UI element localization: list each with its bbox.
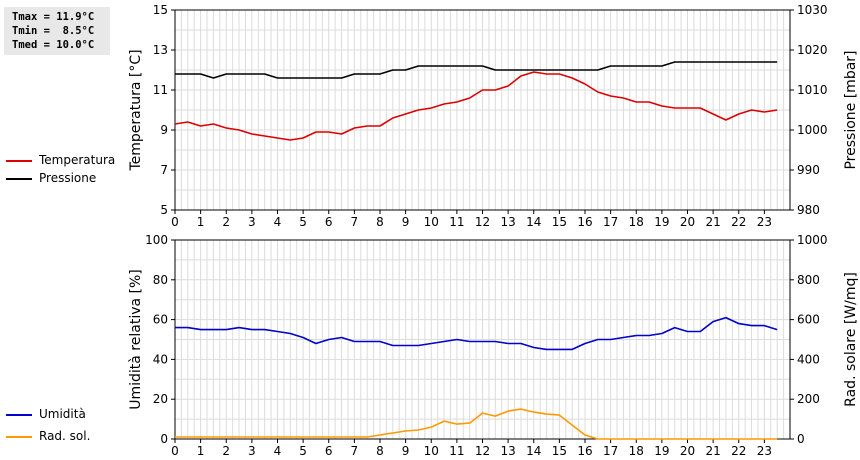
panel2-x-tick-label: 8 — [376, 444, 384, 458]
panel1-x-tick-label: 1 — [197, 215, 205, 229]
panel1-y-axis-title: Temperatura [°C] — [128, 49, 144, 171]
panel1-x-tick-label: 15 — [552, 215, 567, 229]
panel1-y-tick-label: 15 — [153, 3, 168, 17]
panel1-x-tick-label: 13 — [500, 215, 515, 229]
panel2-x-tick-label: 20 — [680, 444, 695, 458]
panel2-y-tick-label: 40 — [153, 352, 168, 366]
panel2-y2-tick-label: 600 — [797, 313, 820, 327]
panel1-y2-tick-label: 1020 — [797, 43, 828, 57]
panel1-y2-tick-label: 1030 — [797, 3, 828, 17]
legend-label-temperatura: Temperatura — [39, 153, 116, 167]
panel1-x-tick-label: 20 — [680, 215, 695, 229]
panel2-y2-tick-label: 200 — [797, 392, 820, 406]
panel2-y-axis-title: Umidità relativa [%] — [128, 269, 144, 410]
panel1-x-tick-label: 22 — [731, 215, 746, 229]
panel1-x-tick-label: 5 — [299, 215, 307, 229]
panel2-x-tick-label: 16 — [577, 444, 592, 458]
panel2-x-tick-label: 18 — [629, 444, 644, 458]
panel1-y2-tick-label: 990 — [797, 163, 820, 177]
panel2-x-tick-label: 1 — [197, 444, 205, 458]
panel2-x-tick-label: 3 — [248, 444, 256, 458]
panel2-x-tick-label: 11 — [449, 444, 464, 458]
panel2-x-tick-label: 13 — [500, 444, 515, 458]
panel1-series-pressione-line — [175, 61, 778, 79]
panel2-y-tick-label: 20 — [153, 392, 168, 406]
panel1-x-tick-label: 23 — [757, 215, 772, 229]
panel2-x-tick-label: 14 — [526, 444, 541, 458]
panel1-x-tick-label: 8 — [376, 215, 384, 229]
panel2-y2-axis-title: Rad. solare [W/mq] — [843, 272, 859, 407]
panel1-x-tick-label: 16 — [577, 215, 592, 229]
panel2-series-umidit-line — [175, 316, 778, 351]
panel1-x-tick-label: 2 — [222, 215, 230, 229]
panel2-x-tick-label: 15 — [552, 444, 567, 458]
tmin-text: Tmin = 8.5°C — [12, 25, 95, 37]
panel2-x-tick-label: 17 — [603, 444, 618, 458]
panel1-series-temperatura-line — [174, 71, 778, 141]
panel2-x-tick-label: 12 — [475, 444, 490, 458]
panel2-y-tick-label: 80 — [153, 273, 168, 287]
panel2-x-tick-label: 7 — [351, 444, 359, 458]
panel2-x-tick-label: 4 — [274, 444, 282, 458]
panel1-y-tick-label: 7 — [160, 163, 168, 177]
panel1-x-tick-label: 18 — [629, 215, 644, 229]
panel2-x-tick-label: 2 — [222, 444, 230, 458]
panel1-x-tick-label: 21 — [705, 215, 720, 229]
legend-swatch-temperatura — [6, 160, 32, 162]
panel1-x-tick-label: 12 — [475, 215, 490, 229]
tmed-text: Tmed = 10.0°C — [12, 39, 95, 51]
panel1-y-tick-label: 5 — [160, 203, 168, 217]
panel1-y2-tick-label: 1010 — [797, 83, 828, 97]
panel2-x-tick-label: 22 — [731, 444, 746, 458]
panel2-series-rad-sol-line — [175, 408, 778, 440]
panel1-x-tick-label: 4 — [274, 215, 282, 229]
panel2-y-tick-label: 0 — [160, 432, 168, 446]
panel1-x-tick-label: 9 — [402, 215, 410, 229]
legend-swatch-umidita — [6, 414, 32, 416]
legend-swatch-radsol — [6, 436, 32, 438]
panel2-x-tick-label: 10 — [424, 444, 439, 458]
panel1-x-tick-label: 3 — [248, 215, 256, 229]
panel1-x-tick-label: 7 — [351, 215, 359, 229]
legend-label-umidita: Umidità — [39, 407, 86, 421]
panel1-y-tick-label: 11 — [153, 83, 168, 97]
panel2-x-tick-label: 23 — [757, 444, 772, 458]
panel1-x-tick-label: 17 — [603, 215, 618, 229]
panel2-x-tick-label: 9 — [402, 444, 410, 458]
panel2-y2-tick-label: 800 — [797, 273, 820, 287]
panel1-x-tick-label: 10 — [424, 215, 439, 229]
panel1-y2-tick-label: 980 — [797, 203, 820, 217]
panel1-y-tick-label: 9 — [160, 123, 168, 137]
panel2-y2-tick-label: 400 — [797, 352, 820, 366]
panel1-x-tick-label: 14 — [526, 215, 541, 229]
panel1-x-tick-label: 0 — [171, 215, 179, 229]
legend-swatch-pressione — [6, 178, 32, 180]
panel1-x-tick-label: 6 — [325, 215, 333, 229]
panel2-x-tick-label: 0 — [171, 444, 179, 458]
panel2-x-tick-label: 5 — [299, 444, 307, 458]
panel1-y2-tick-label: 1000 — [797, 123, 828, 137]
panel1-x-tick-label: 19 — [654, 215, 669, 229]
legend-label-pressione: Pressione — [39, 171, 97, 185]
panel2-x-tick-label: 19 — [654, 444, 669, 458]
panel2-x-tick-label: 21 — [705, 444, 720, 458]
panel1-y-tick-label: 13 — [153, 43, 168, 57]
panel2-y2-tick-label: 0 — [797, 432, 805, 446]
panel1-x-tick-label: 11 — [449, 215, 464, 229]
panel2-y2-tick-label: 1000 — [797, 233, 828, 247]
stats-box: Tmax = 11.9°C Tmin = 8.5°C Tmed = 10.0°C — [4, 7, 110, 55]
tmax-text: Tmax = 11.9°C — [12, 11, 95, 23]
legend-label-radsol: Rad. sol. — [39, 429, 91, 443]
panel2-y-tick-label: 60 — [153, 313, 168, 327]
panel2-x-tick-label: 6 — [325, 444, 333, 458]
panel2-y-tick-label: 100 — [145, 233, 168, 247]
panel1-y2-axis-title: Pressione [mbar] — [843, 50, 859, 169]
